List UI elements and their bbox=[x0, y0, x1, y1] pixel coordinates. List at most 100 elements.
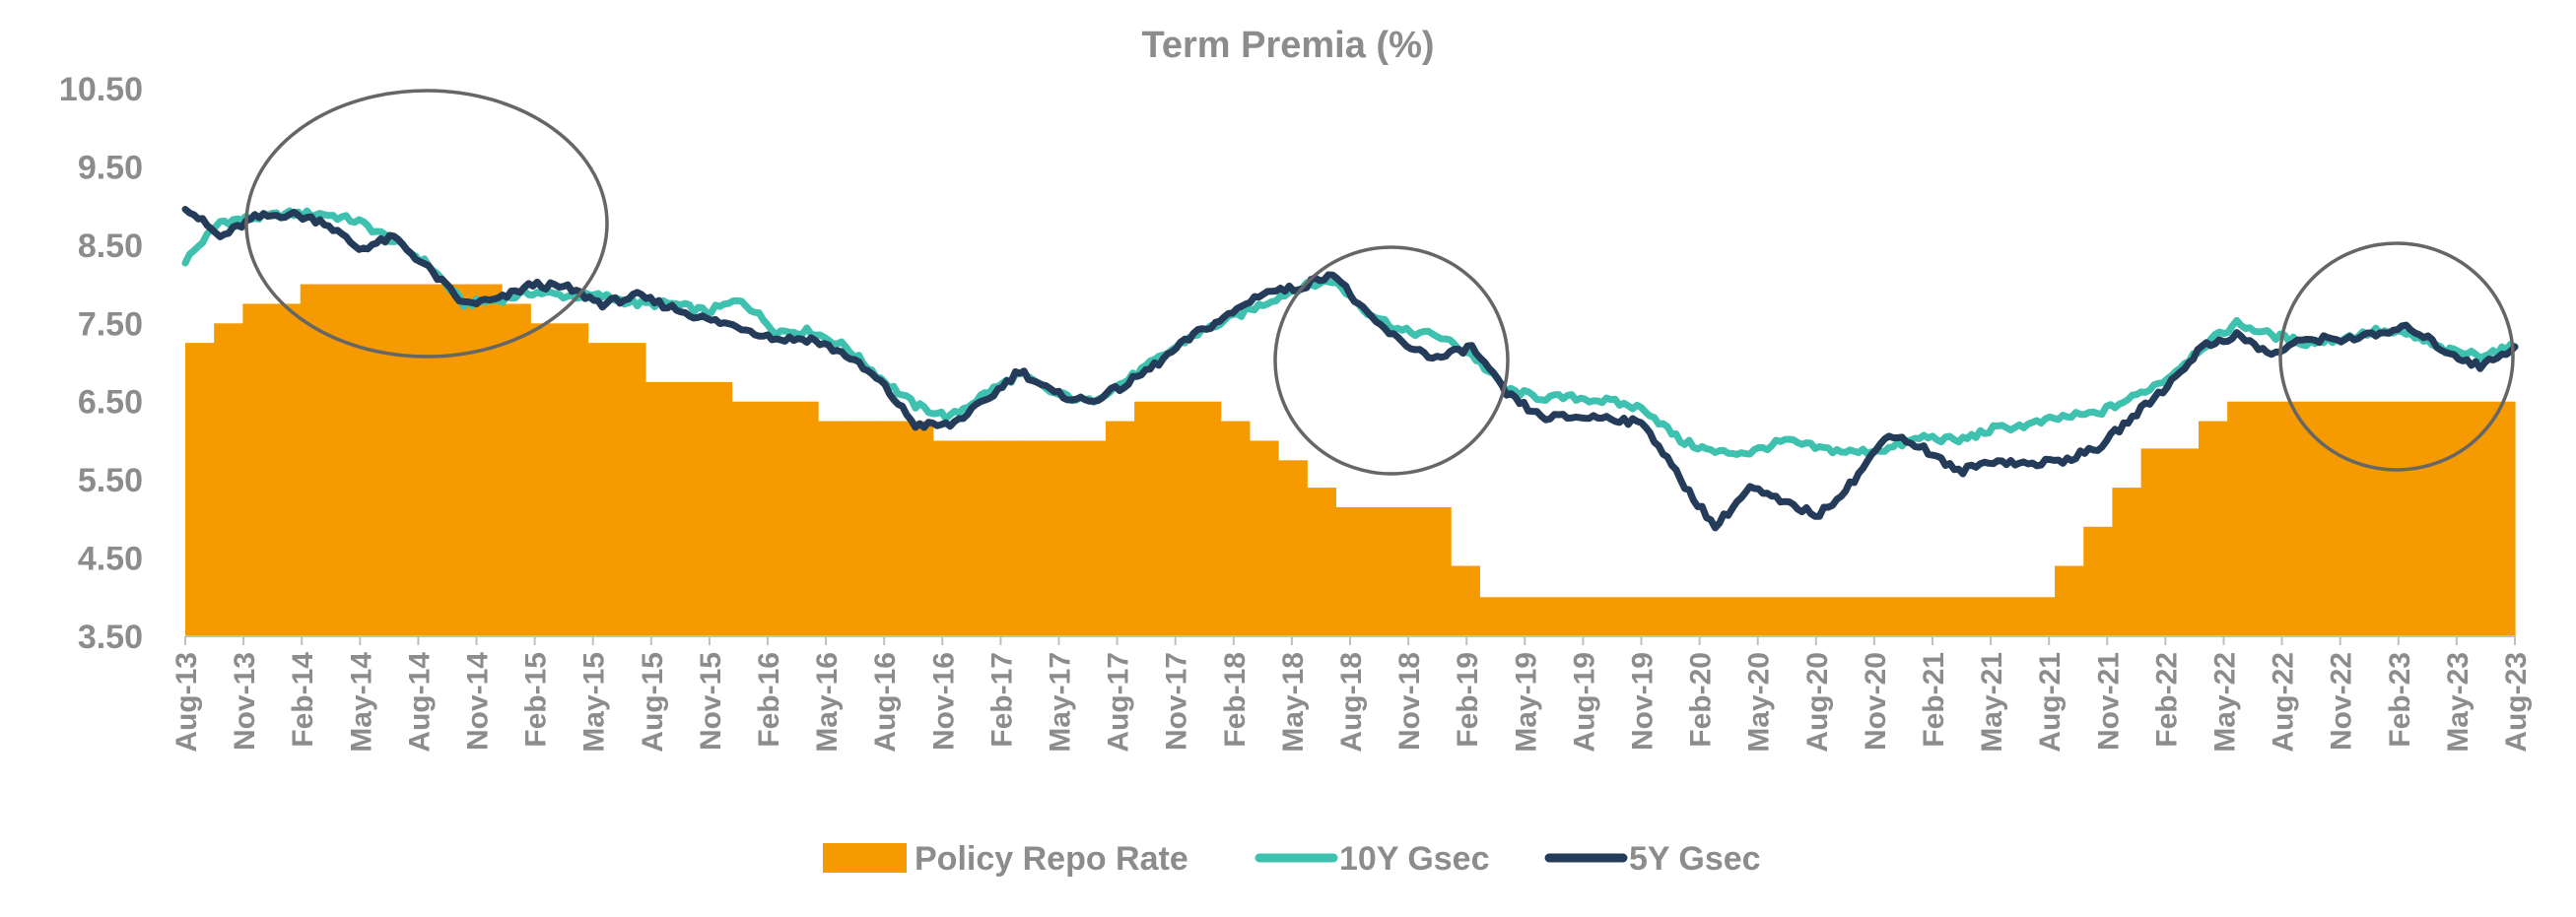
x-tick-label: Aug-14 bbox=[403, 652, 436, 753]
repo-rate-bar bbox=[2400, 401, 2430, 636]
repo-rate-bar bbox=[1939, 597, 1970, 636]
repo-rate-bar bbox=[1824, 597, 1855, 636]
repo-rate-bar bbox=[415, 284, 445, 636]
repo-rate-bar bbox=[1594, 597, 1624, 636]
repo-rate-bar bbox=[1881, 597, 1912, 636]
repo-rate-bar bbox=[2256, 401, 2286, 636]
repo-rate-bar bbox=[1307, 488, 1337, 636]
x-tick-label: Nov-14 bbox=[462, 652, 495, 751]
x-tick-label: Aug-13 bbox=[170, 652, 203, 753]
repo-rate-bar bbox=[932, 440, 963, 636]
repo-rate-bar bbox=[214, 323, 243, 636]
repo-rate-bar bbox=[2457, 401, 2487, 636]
x-tick-label: Aug-18 bbox=[1335, 652, 1368, 753]
y-tick-label: 10.50 bbox=[59, 71, 143, 108]
repo-rate-bar bbox=[1709, 597, 1739, 636]
x-tick-label: Nov-18 bbox=[1393, 652, 1426, 751]
repo-rate-bar bbox=[1853, 597, 1883, 636]
x-tick-label: Nov-21 bbox=[2092, 652, 2125, 751]
repo-rate-bar bbox=[502, 303, 531, 636]
x-tick-label: Aug-15 bbox=[637, 652, 669, 753]
x-tick-label: Nov-17 bbox=[1161, 652, 1193, 751]
x-tick-label: Feb-18 bbox=[1219, 652, 1252, 748]
repo-rate-bar bbox=[472, 284, 503, 636]
x-tick-label: Feb-22 bbox=[2150, 652, 2183, 748]
repo-rate-bar bbox=[644, 381, 675, 636]
axis-layer bbox=[184, 635, 2516, 645]
repo-rate-bar bbox=[1623, 597, 1654, 636]
repo-rate-bar bbox=[875, 421, 906, 636]
repo-rate-bar bbox=[904, 421, 934, 636]
y-tick-label: 3.50 bbox=[78, 619, 143, 656]
lines-layer bbox=[181, 89, 2519, 532]
repo-rate-bar bbox=[386, 284, 417, 636]
repo-rate-bar bbox=[962, 440, 991, 636]
repo-rate-bar bbox=[731, 401, 762, 636]
highlight-ellipse bbox=[1273, 245, 1510, 476]
chart-title: Term Premia (%) bbox=[1141, 25, 1434, 66]
repo-rate-bar bbox=[1738, 597, 1768, 636]
repo-rate-bar bbox=[1451, 565, 1480, 636]
x-tick-label: May-20 bbox=[1743, 652, 1776, 753]
x-tick-label: Aug-22 bbox=[2268, 652, 2300, 753]
repo-rate-bar bbox=[1392, 506, 1423, 636]
x-tick-label: Nov-13 bbox=[229, 652, 261, 751]
x-tick-labels: Aug-13 Nov-13 Feb-14 May-14 Aug-14 Nov-14 Feb-… bbox=[170, 652, 2533, 753]
repo-rate-bar bbox=[1767, 597, 1796, 636]
repo-rate-bar bbox=[1220, 421, 1251, 636]
repo-area-layer bbox=[185, 284, 2516, 636]
repo-rate-bar bbox=[847, 421, 877, 636]
repo-rate-bar bbox=[1680, 597, 1711, 636]
repo-rate-bar bbox=[587, 343, 618, 636]
repo-rate-bar bbox=[1421, 506, 1452, 636]
x-tick-label: Nov-15 bbox=[695, 652, 727, 751]
repo-rate-bar bbox=[1968, 597, 1999, 636]
x-tick-label: Feb-17 bbox=[985, 652, 1018, 748]
repo-rate-bar bbox=[1796, 597, 1826, 636]
repo-rate-bar bbox=[1076, 440, 1107, 636]
repo-rate-bar bbox=[1536, 597, 1567, 636]
repo-rate-bar bbox=[616, 343, 646, 636]
x-tick-label: May-14 bbox=[345, 652, 377, 753]
repo-rate-bar bbox=[2083, 526, 2114, 636]
repo-rate-bar bbox=[1479, 597, 1510, 636]
x-tick-label: Nov-20 bbox=[1860, 652, 1892, 751]
x-tick-label: May-21 bbox=[1976, 652, 2008, 753]
x-tick-label: May-22 bbox=[2209, 652, 2242, 753]
repo-rate-bar bbox=[674, 381, 704, 636]
repo-rate-bar bbox=[1997, 597, 2027, 636]
repo-rate-bar bbox=[1048, 440, 1078, 636]
repo-rate-bar bbox=[818, 421, 847, 636]
repo-rate-bar bbox=[2428, 401, 2459, 636]
x-tick-label: Nov-22 bbox=[2326, 652, 2358, 751]
x-tick-label: Aug-23 bbox=[2500, 652, 2533, 753]
repo-rate-bar bbox=[788, 401, 819, 636]
repo-rate-bar bbox=[300, 284, 330, 636]
y-tick-label: 8.50 bbox=[78, 228, 143, 265]
x-tick-label: Feb-15 bbox=[520, 652, 553, 748]
highlight-ellipse bbox=[244, 89, 609, 359]
repo-rate-bar bbox=[2341, 401, 2372, 636]
x-tick-label: May-19 bbox=[1510, 652, 1542, 753]
x-tick-label: May-16 bbox=[811, 652, 844, 753]
y-tick-labels: 10.50 9.50 8.50 7.50 6.50 5.50 4.50 3.50 bbox=[59, 71, 143, 656]
highlight-ellipse bbox=[2278, 241, 2515, 472]
repo-rate-bar bbox=[2055, 565, 2084, 636]
legend: Policy Repo Rate 10Y Gsec 5Y Gsec bbox=[823, 840, 1761, 878]
repo-rate-bar bbox=[443, 284, 474, 636]
x-tick-label: Feb-14 bbox=[287, 652, 319, 748]
repo-rate-bar bbox=[990, 440, 1020, 636]
x-tick-label: Nov-16 bbox=[927, 652, 960, 751]
repo-rate-bar bbox=[358, 284, 387, 636]
repo-rate-bar bbox=[1565, 597, 1595, 636]
repo-rate-bar bbox=[2227, 401, 2257, 636]
repo-rate-bar bbox=[1911, 597, 1940, 636]
repo-rate-bar bbox=[1105, 421, 1135, 636]
repo-rate-bar bbox=[1134, 401, 1164, 636]
x-tick-label: Aug-21 bbox=[2034, 652, 2067, 753]
repo-rate-bar bbox=[1335, 506, 1366, 636]
repo-rate-bar bbox=[2112, 488, 2142, 636]
repo-rate-bar bbox=[1163, 401, 1193, 636]
x-tick-label: Aug-20 bbox=[1801, 652, 1834, 753]
